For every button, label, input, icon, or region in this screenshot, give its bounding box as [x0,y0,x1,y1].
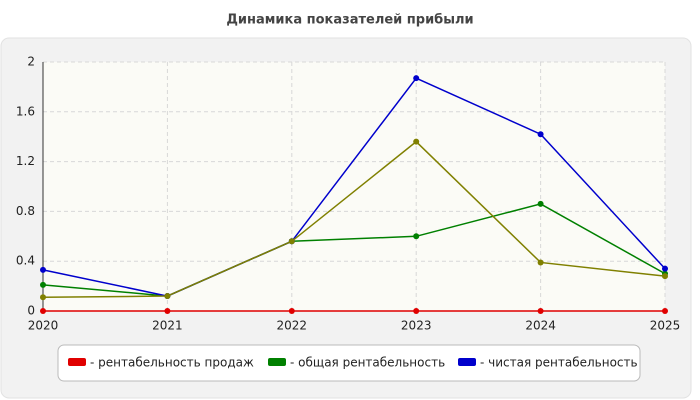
data-point [413,233,420,240]
x-tick-label: 2022 [277,319,308,333]
data-point [40,281,46,288]
data-point [40,294,46,301]
y-tick-label: 2 [27,55,35,69]
legend-swatch [68,358,86,366]
series-line [42,77,666,297]
data-point [537,308,544,314]
plot-area [43,62,665,311]
x-tick-label: 2023 [401,319,432,333]
data-point [413,308,420,314]
data-point [40,308,46,314]
data-point [288,308,295,314]
y-tick-label: 0 [27,304,35,318]
data-point [537,200,544,207]
chart-title: Динамика показателей прибыли [226,13,473,28]
data-point [413,75,420,82]
y-tick-label: 1.2 [16,154,35,168]
x-tick-label: 2020 [28,319,59,333]
legend-swatch [268,358,286,366]
data-point [413,138,420,145]
x-tick-label: 2024 [525,319,556,333]
data-point [164,293,171,300]
data-point [662,308,668,314]
y-tick-label: 1.6 [16,104,35,118]
legend [57,344,641,382]
y-tick-label: 0.4 [16,254,35,268]
data-point [164,308,171,314]
series-line [42,203,666,297]
x-tick-label: 2021 [152,319,183,333]
legend-label: - чистая рентабельность [480,356,638,370]
legend-label: - общая рентабельность [290,356,445,370]
x-tick-label: 2025 [650,319,681,333]
data-point [537,131,544,138]
data-point [662,273,668,280]
y-tick-label: 0.8 [16,204,35,218]
data-point [40,266,46,273]
data-point [662,265,668,272]
data-point [288,238,295,245]
series-line [42,140,666,299]
data-point [537,259,544,266]
legend-label: - рентабельность продаж [90,356,254,370]
legend-swatch [458,358,476,366]
